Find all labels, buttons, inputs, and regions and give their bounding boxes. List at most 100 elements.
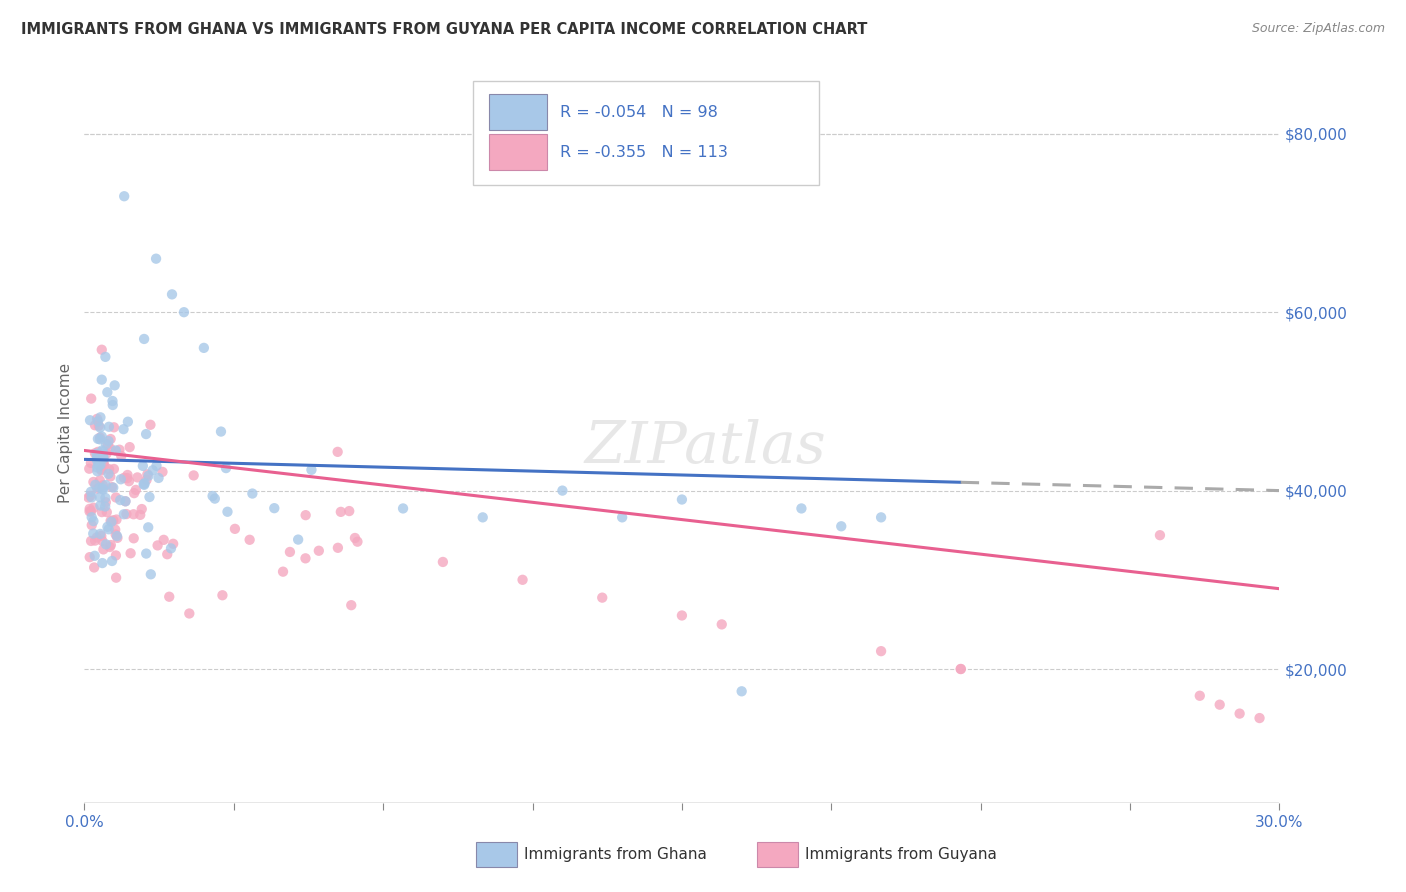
Text: Immigrants from Ghana: Immigrants from Ghana — [524, 847, 707, 863]
Point — [100, 515, 122, 529]
Point — [142, 463, 165, 477]
Point — [138, 490, 160, 504]
Point — [98, 469, 121, 483]
Point — [94, 500, 117, 514]
Point — [90, 464, 112, 478]
Point — [591, 591, 613, 605]
Point — [160, 287, 183, 301]
Point — [343, 531, 366, 545]
Point — [301, 463, 323, 477]
Point — [100, 442, 122, 456]
Point — [127, 470, 149, 484]
Point — [94, 437, 117, 451]
Point — [271, 565, 294, 579]
Point — [139, 567, 162, 582]
Point — [97, 437, 120, 451]
Point — [612, 510, 634, 524]
Point — [183, 468, 205, 483]
Point — [82, 475, 104, 489]
Point — [204, 491, 226, 506]
Point — [118, 440, 141, 454]
Point — [90, 505, 112, 519]
Point — [89, 420, 111, 434]
Point — [160, 541, 183, 556]
Point — [131, 502, 153, 516]
FancyBboxPatch shape — [758, 842, 797, 867]
Point — [101, 554, 124, 568]
Point — [80, 392, 103, 406]
Point — [129, 508, 152, 522]
Point — [84, 478, 107, 492]
Point — [326, 445, 349, 459]
Point — [337, 504, 360, 518]
Point — [89, 499, 111, 513]
Point — [139, 417, 162, 432]
Point — [138, 468, 160, 483]
Point — [100, 432, 122, 446]
Point — [122, 486, 145, 500]
Point — [108, 442, 131, 457]
Point — [97, 522, 120, 536]
Point — [100, 538, 122, 552]
Point — [148, 471, 170, 485]
Point — [105, 571, 128, 585]
Point — [122, 531, 145, 545]
Point — [84, 533, 107, 548]
Point — [89, 433, 111, 447]
Point — [91, 443, 114, 458]
Point — [89, 474, 111, 488]
Point — [90, 429, 112, 443]
Point — [89, 458, 111, 473]
Point — [80, 484, 103, 499]
Point — [287, 533, 309, 547]
Point — [90, 529, 112, 543]
Point — [94, 350, 117, 364]
Point — [1149, 528, 1171, 542]
Point — [179, 607, 201, 621]
Point — [135, 427, 157, 442]
Point — [104, 523, 127, 537]
Point — [104, 491, 127, 505]
Point — [94, 537, 117, 551]
Point — [294, 551, 316, 566]
Point — [136, 520, 159, 534]
Point — [239, 533, 262, 547]
Point — [83, 560, 105, 574]
Point — [830, 519, 852, 533]
Point — [96, 446, 118, 460]
Point — [870, 510, 893, 524]
Point — [103, 420, 125, 434]
Text: IMMIGRANTS FROM GHANA VS IMMIGRANTS FROM GUYANA PER CAPITA INCOME CORRELATION CH: IMMIGRANTS FROM GHANA VS IMMIGRANTS FROM… — [21, 22, 868, 37]
Point — [162, 537, 184, 551]
Point — [98, 540, 121, 554]
Point — [132, 458, 155, 473]
Point — [152, 465, 174, 479]
Point — [86, 447, 108, 461]
Point — [80, 456, 103, 470]
Point — [101, 394, 124, 409]
Point — [136, 467, 159, 482]
Point — [80, 518, 103, 533]
Point — [110, 449, 132, 463]
Point — [329, 505, 352, 519]
Point — [86, 464, 108, 478]
Point — [103, 462, 125, 476]
Point — [346, 534, 368, 549]
Point — [112, 422, 135, 436]
Point — [87, 418, 110, 433]
Point — [135, 547, 157, 561]
Text: ZIPatlas: ZIPatlas — [585, 419, 827, 475]
Point — [146, 538, 169, 552]
Point — [90, 373, 112, 387]
Point — [105, 529, 128, 543]
Point — [125, 483, 148, 497]
Point — [173, 305, 195, 319]
Text: Source: ZipAtlas.com: Source: ZipAtlas.com — [1251, 22, 1385, 36]
Point — [89, 430, 111, 444]
Point — [710, 617, 733, 632]
Point — [132, 332, 156, 346]
Point — [112, 189, 135, 203]
Point — [86, 412, 108, 426]
Point — [340, 598, 363, 612]
Point — [91, 533, 114, 548]
